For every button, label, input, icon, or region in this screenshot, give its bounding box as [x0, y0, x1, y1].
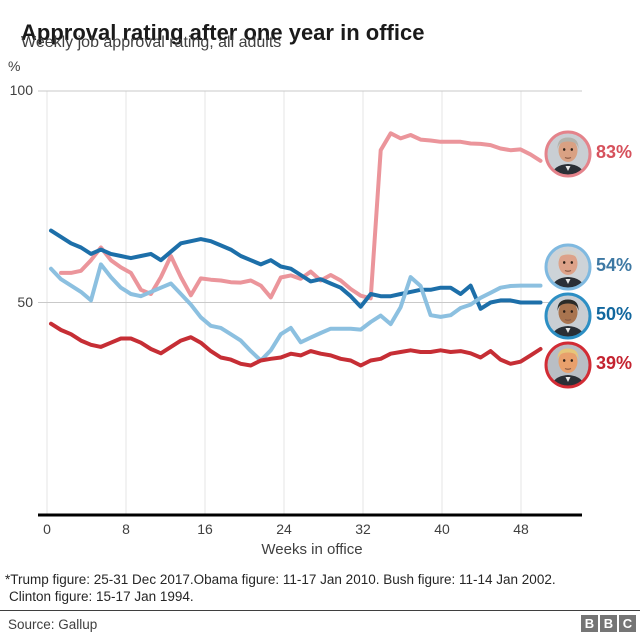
- x-tick-label: 16: [197, 521, 213, 537]
- face-icon: [544, 243, 592, 291]
- line-series-trump: [49, 321, 543, 368]
- y-axis-unit-label: %: [8, 58, 21, 74]
- face-icon: [544, 130, 592, 178]
- bbc-logo-letter: B: [581, 615, 598, 632]
- chart-subtitle: Weekly job approval rating, all adults: [21, 34, 282, 51]
- x-tick-label: 24: [276, 521, 292, 537]
- barack-obama-value-label: 50%: [596, 304, 633, 324]
- donald-trump-portrait: [544, 341, 592, 389]
- face-icon: [544, 341, 592, 389]
- x-tick-label: 32: [355, 521, 371, 537]
- george-w-bush-portrait: [544, 130, 592, 178]
- x-axis-title: Weeks in office: [261, 541, 363, 558]
- x-tick-label: 0: [43, 521, 51, 537]
- footnote-line-1: *Trump figure: 25-31 Dec 2017.Obama figu…: [5, 572, 556, 587]
- george-w-bush-value-label: 83%: [596, 142, 633, 162]
- x-tick-label: 48: [513, 521, 529, 537]
- bbc-logo: B B C: [581, 615, 636, 632]
- line-series-clinton: [49, 262, 543, 363]
- footer-divider: [0, 610, 640, 611]
- x-tick-label: 40: [434, 521, 450, 537]
- y-tick-label: 100: [9, 82, 33, 98]
- line-series-obama: [49, 228, 543, 311]
- bbc-logo-letter: B: [600, 615, 617, 632]
- line-series-bush: [59, 131, 543, 301]
- source-credit: Source: Gallup: [8, 617, 98, 632]
- bill-clinton-portrait: [544, 243, 592, 291]
- footnote-line-2: Clinton figure: 15-17 Jan 1994.: [9, 589, 194, 604]
- bill-clinton-value-label: 54%: [596, 255, 633, 275]
- x-tick-label: 8: [122, 521, 130, 537]
- y-tick-label: 50: [17, 293, 33, 310]
- donald-trump-value-label: 39%: [596, 353, 633, 373]
- footnote: *Trump figure: 25-31 Dec 2017.Obama figu…: [5, 571, 637, 605]
- face-icon: [544, 292, 592, 340]
- page-title: Approval rating after one year in office: [21, 19, 425, 45]
- barack-obama-portrait: [544, 292, 592, 340]
- bbc-logo-letter: C: [619, 615, 636, 632]
